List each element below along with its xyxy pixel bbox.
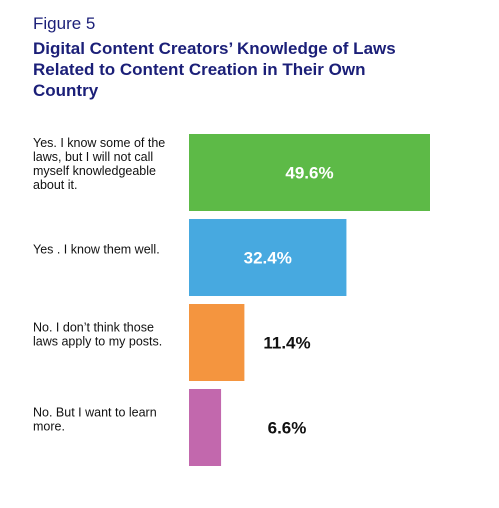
chart-title-line: Related to Content Creation in Their Own <box>33 60 366 79</box>
bar <box>189 389 222 466</box>
chart-title-line: Digital Content Creators’ Knowledge of L… <box>33 39 396 58</box>
figure-label: Figure 5 <box>33 14 96 33</box>
value-label: 49.6% <box>285 164 333 183</box>
bar <box>189 219 347 296</box>
category-label: Yes. I know some of the laws, but I will … <box>33 136 165 192</box>
category-label: No. I don’t think those laws apply to my … <box>33 321 162 349</box>
chart-title: Digital Content Creators’ Knowledge of L… <box>33 38 443 101</box>
category-label: No. But I want to learn more. <box>33 406 157 434</box>
value-label: 11.4% <box>263 334 310 353</box>
value-label: 32.4% <box>244 249 292 268</box>
chart-title-line: Country <box>33 81 99 100</box>
category-label: Yes . I know them well. <box>33 243 160 257</box>
bar <box>189 304 245 381</box>
bar <box>189 134 430 211</box>
value-label: 6.6% <box>268 419 307 438</box>
